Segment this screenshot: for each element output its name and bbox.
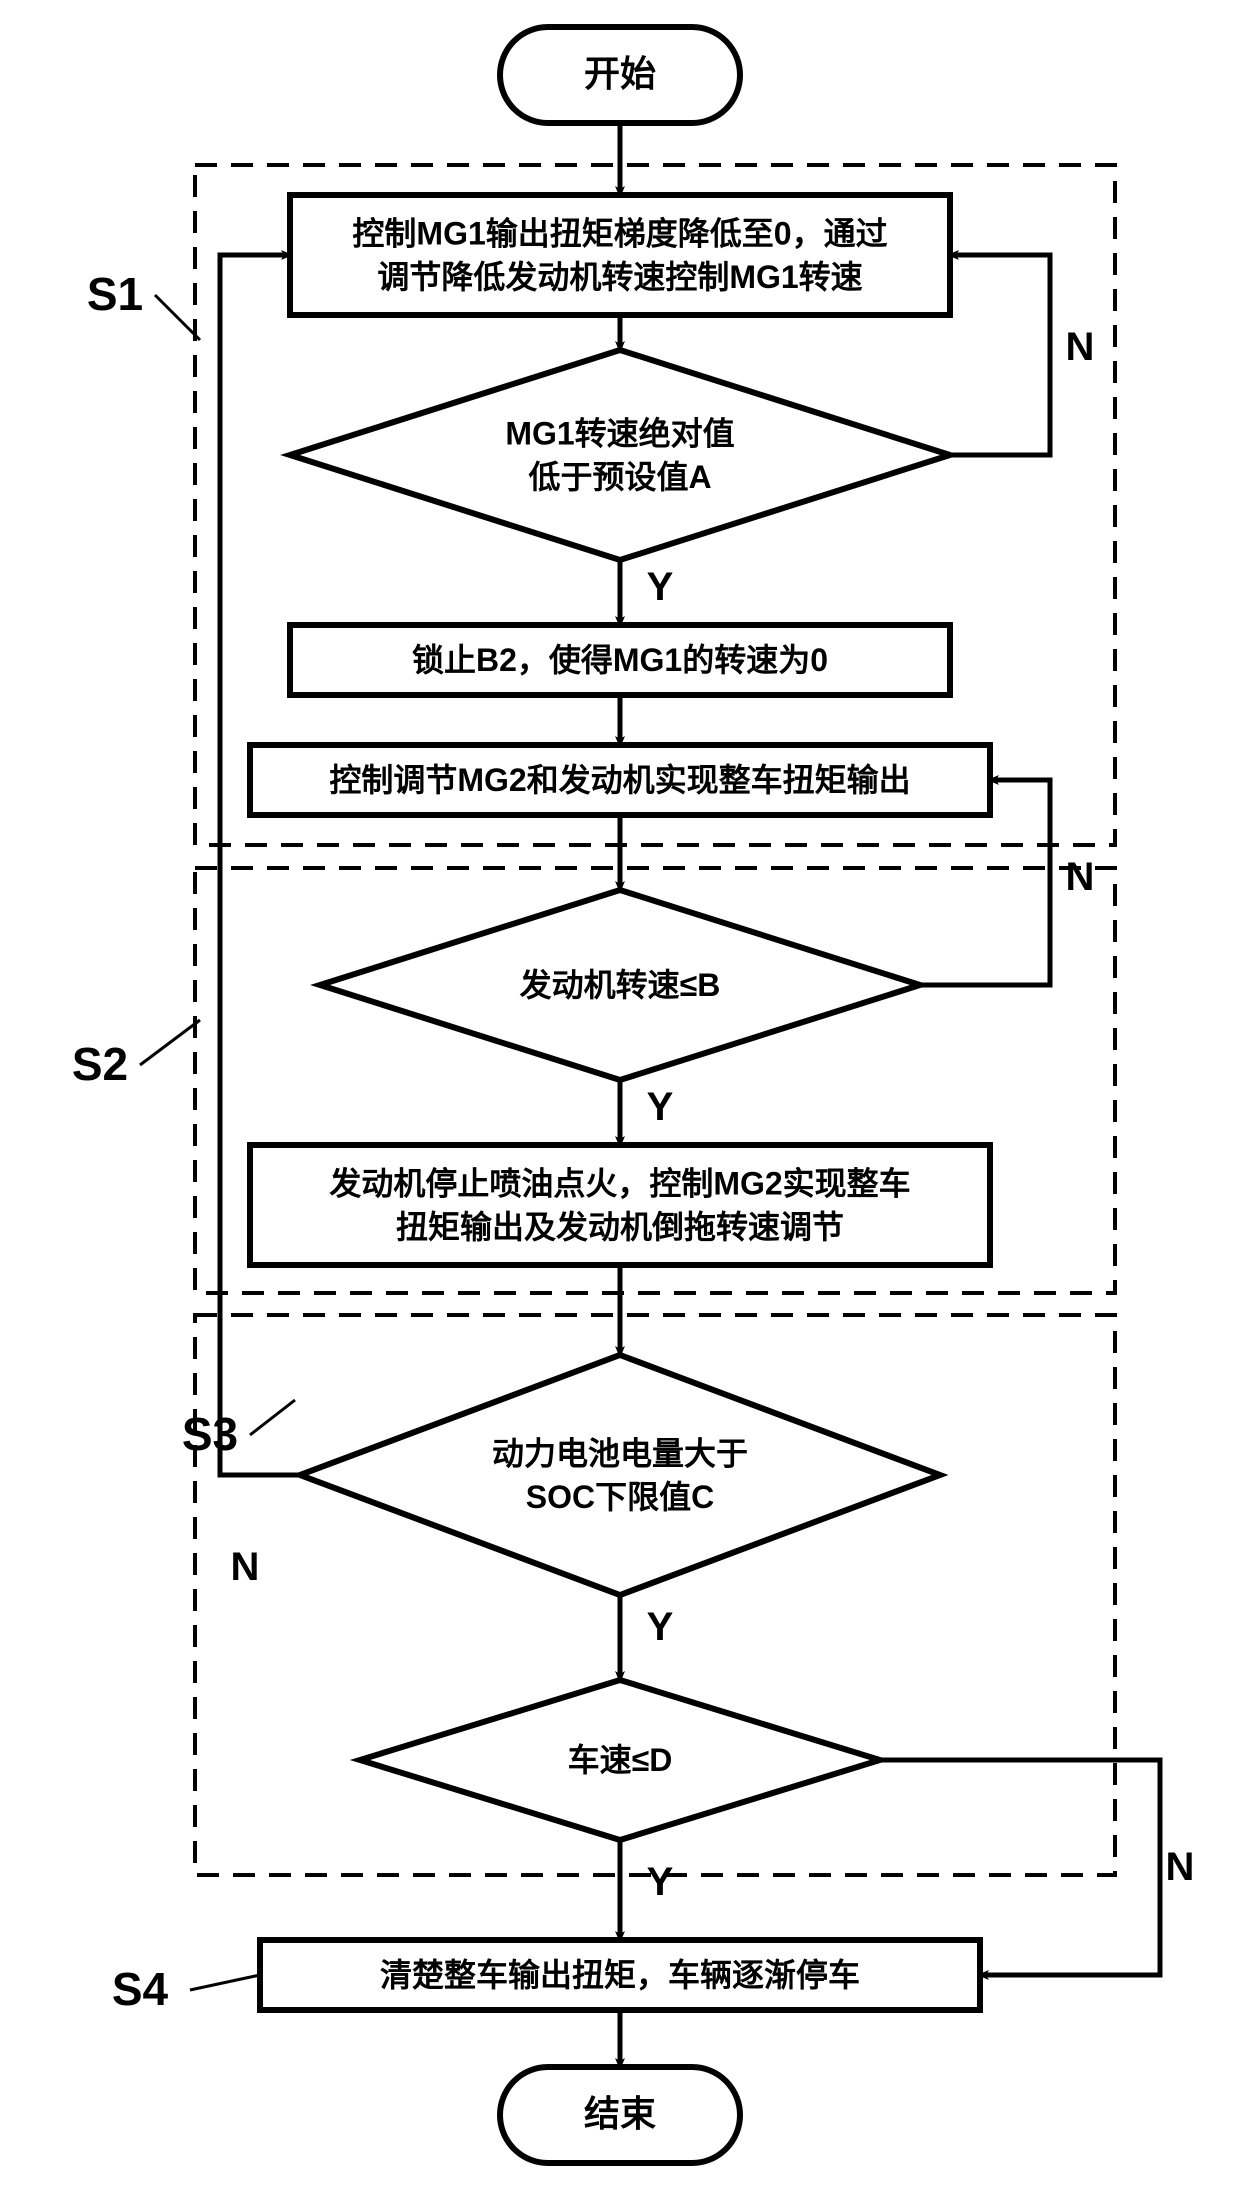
svg-text:发动机停止喷油点火，控制MG2实现整车: 发动机停止喷油点火，控制MG2实现整车 [329,1166,910,1202]
svg-text:扭矩输出及发动机倒拖转速调节: 扭矩输出及发动机倒拖转速调节 [396,1209,844,1245]
node-d4: 车速≤D [360,1680,880,1840]
node-p4: 发动机停止喷油点火，控制MG2实现整车扭矩输出及发动机倒拖转速调节 [250,1145,990,1265]
svg-text:调节降低发动机转速控制MG1转速: 调节降低发动机转速控制MG1转速 [377,259,862,295]
svg-text:清楚整车输出扭矩，车辆逐渐停车: 清楚整车输出扭矩，车辆逐渐停车 [380,1957,860,1993]
svg-text:控制调节MG2和发动机实现整车扭矩输出: 控制调节MG2和发动机实现整车扭矩输出 [329,762,910,798]
section-label-S1: S1 [87,268,143,320]
svg-text:车速≤D: 车速≤D [568,1742,673,1778]
node-d3: 动力电池电量大于 SOC下限值C [300,1355,940,1595]
terminator-start-text: 开始 [584,53,656,94]
yn-d1_N: N [1066,325,1095,369]
yn-d2_N: N [1066,855,1095,899]
svg-text:MG1转速绝对值: MG1转速绝对值 [505,416,734,452]
arrow-d1_N [950,255,1050,455]
leader-S3 [250,1400,295,1435]
node-p5: 清楚整车输出扭矩，车辆逐渐停车 [260,1940,980,2010]
node-d1: MG1转速绝对值低于预设值A [290,350,950,560]
section-label-S2: S2 [72,1038,128,1090]
svg-text:动力电池电量大于: 动力电池电量大于 [492,1436,748,1472]
yn-d3_Y: Y [647,1605,674,1649]
flowchart: 开始结束 控制MG1输出扭矩梯度降低至0，通过调节降低发动机转速控制MG1转速 MG… [0,0,1240,2192]
yn-d4_N: N [1166,1845,1195,1889]
yn-d1_Y: Y [647,565,674,609]
svg-text:SOC下限值C: SOC下限值C [526,1479,714,1515]
node-p2: 锁止B2，使得MG1的转速为0 [290,625,950,695]
svg-text:锁止B2，使得MG1的转速为0: 锁止B2，使得MG1的转速为0 [412,642,828,678]
terminator-start: 开始 [500,27,740,123]
section-label-S3: S3 [182,1408,238,1460]
node-p1: 控制MG1输出扭矩梯度降低至0，通过调节降低发动机转速控制MG1转速 [290,195,950,315]
terminator-end: 结束 [500,2067,740,2163]
yn-d3_N: N [231,1545,260,1589]
leader-S4 [190,1975,260,1990]
terminator-end-text: 结束 [584,2093,656,2134]
node-p3: 控制调节MG2和发动机实现整车扭矩输出 [250,745,990,815]
svg-text:控制MG1输出扭矩梯度降低至0，通过: 控制MG1输出扭矩梯度降低至0，通过 [352,216,887,252]
yn-d2_Y: Y [647,1085,674,1129]
node-d2: 发动机转速≤B [320,890,920,1080]
leader-S2 [140,1020,200,1065]
section-label-S4: S4 [112,1963,169,2015]
svg-text:低于预设值A: 低于预设值A [528,459,711,495]
svg-text:发动机转速≤B: 发动机转速≤B [520,967,721,1003]
yn-d4_Y: Y [647,1860,674,1904]
